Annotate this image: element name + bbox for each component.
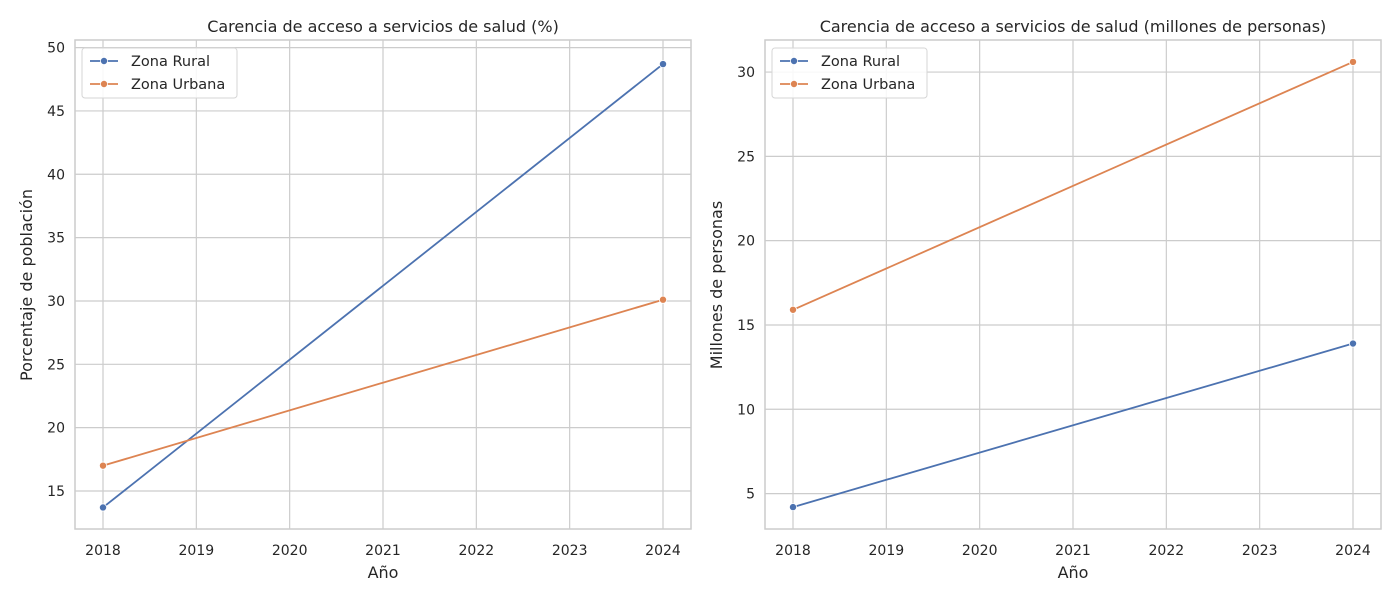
- y-tick-label: 10: [737, 402, 755, 418]
- grid: [75, 40, 691, 529]
- chart-millions: Carencia de acceso a servicios de salud …: [707, 17, 1382, 582]
- x-axis-label: Año: [368, 563, 399, 582]
- legend-label: Zona Urbana: [821, 77, 915, 93]
- x-tick-label: 2023: [552, 543, 588, 559]
- x-tick-label: 2020: [272, 543, 308, 559]
- x-tick-label: 2019: [869, 543, 905, 559]
- y-tick-label: 5: [746, 487, 755, 503]
- y-tick-label: 15: [737, 318, 755, 334]
- series-line-urbana: [792, 61, 1354, 311]
- series-line-rural: [792, 342, 1354, 508]
- legend-marker: [100, 80, 109, 89]
- y-tick-label: 40: [47, 167, 65, 183]
- y-tick-label: 45: [47, 104, 65, 120]
- legend-marker: [790, 57, 799, 66]
- series-line-rural: [102, 63, 664, 509]
- legend-box: [771, 47, 928, 99]
- data-point-urbana: [99, 461, 108, 470]
- legend-marker: [790, 80, 799, 89]
- x-axis-label: Año: [1058, 563, 1089, 582]
- data-point-rural: [789, 503, 798, 512]
- legend-label: Zona Rural: [821, 54, 900, 70]
- x-tick-label: 2022: [459, 543, 495, 559]
- legend-label: Zona Rural: [131, 54, 210, 70]
- data-point-rural: [99, 503, 108, 512]
- x-tick-label: 2022: [1149, 543, 1185, 559]
- x-tick-label: 2018: [775, 543, 811, 559]
- legend-marker: [100, 57, 109, 66]
- legend: Zona Rural Zona Urbana: [81, 47, 238, 99]
- y-tick-label: 30: [737, 65, 755, 81]
- x-ticks: 2018 2019 2020 2021 2022 2023 2024: [85, 543, 681, 559]
- x-tick-label: 2024: [1335, 543, 1371, 559]
- x-tick-label: 2020: [962, 543, 998, 559]
- data-point-urbana: [789, 305, 798, 314]
- chart-percent: Carencia de acceso a servicios de salud …: [17, 17, 692, 582]
- y-tick-label: 15: [47, 484, 65, 500]
- series-group: [99, 60, 668, 512]
- data-point-rural: [659, 60, 668, 69]
- x-tick-label: 2019: [179, 543, 215, 559]
- y-tick-label: 20: [47, 421, 65, 437]
- plot-frame: [74, 39, 692, 530]
- y-tick-label: 25: [47, 357, 65, 373]
- legend: Zona Rural Zona Urbana: [771, 47, 928, 99]
- y-axis-label: Millones de personas: [707, 201, 726, 369]
- legend-label: Zona Urbana: [131, 77, 225, 93]
- plot-border: [764, 39, 1382, 530]
- x-tick-label: 2021: [365, 543, 401, 559]
- chart-title: Carencia de acceso a servicios de salud …: [820, 17, 1327, 36]
- data-point-urbana: [659, 295, 668, 304]
- y-ticks: 15 20 25 30 35 40 45 50: [47, 41, 65, 500]
- plot-border: [74, 39, 692, 530]
- plot-frame: [764, 39, 1382, 530]
- x-tick-label: 2023: [1242, 543, 1278, 559]
- data-point-rural: [1349, 339, 1358, 348]
- x-tick-label: 2018: [85, 543, 121, 559]
- x-ticks: 2018 2019 2020 2021 2022 2023 2024: [775, 543, 1371, 559]
- series-group: [789, 57, 1358, 512]
- chart-title: Carencia de acceso a servicios de salud …: [207, 17, 559, 36]
- y-tick-label: 30: [47, 294, 65, 310]
- data-point-urbana: [1349, 57, 1358, 66]
- y-ticks: 5 10 15 20 25 30: [737, 65, 755, 503]
- y-axis-label: Porcentaje de población: [17, 189, 36, 381]
- y-tick-label: 35: [47, 231, 65, 247]
- y-tick-label: 50: [47, 41, 65, 57]
- y-tick-label: 25: [737, 149, 755, 165]
- legend-box: [81, 47, 238, 99]
- x-tick-label: 2024: [645, 543, 681, 559]
- x-tick-label: 2021: [1055, 543, 1091, 559]
- y-tick-label: 20: [737, 234, 755, 250]
- series-line-urbana: [102, 298, 664, 467]
